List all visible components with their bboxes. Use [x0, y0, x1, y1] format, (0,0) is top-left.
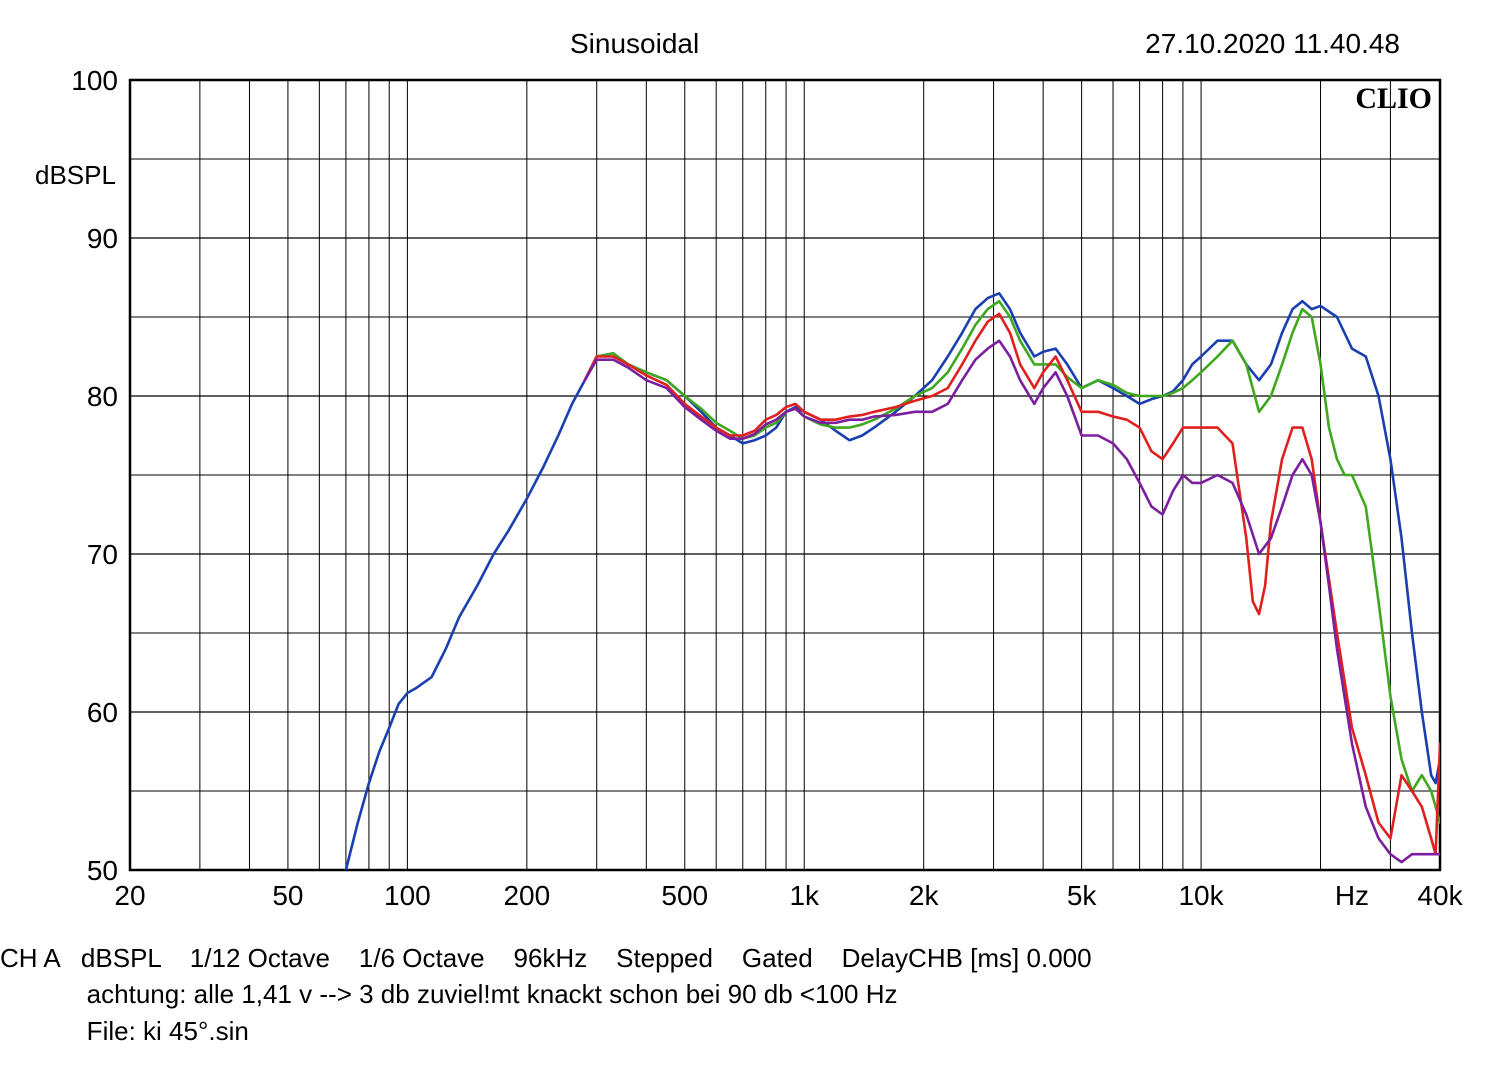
svg-text:40k: 40k: [1417, 880, 1463, 911]
footer-line-3: File: ki 45°.sin: [0, 1013, 1500, 1049]
svg-text:100: 100: [71, 65, 118, 96]
svg-text:2k: 2k: [909, 880, 940, 911]
svg-text:50: 50: [87, 855, 118, 886]
footer: CH A dBSPL 1/12 Octave 1/6 Octave 96kHz …: [0, 940, 1500, 1049]
svg-text:90: 90: [87, 223, 118, 254]
footer-line-1: CH A dBSPL 1/12 Octave 1/6 Octave 96kHz …: [0, 940, 1500, 976]
svg-text:dBSPL: dBSPL: [35, 160, 116, 190]
svg-text:200: 200: [503, 880, 550, 911]
brand-label: CLIO: [1355, 82, 1432, 115]
frequency-response-chart: 5060708090100dBSPL20501002005001k2k5k10k…: [0, 0, 1500, 930]
svg-text:500: 500: [661, 880, 708, 911]
svg-text:20: 20: [114, 880, 145, 911]
svg-text:60: 60: [87, 697, 118, 728]
footer-line-2: achtung: alle 1,41 v --> 3 db zuviel!mt …: [0, 976, 1500, 1012]
svg-text:80: 80: [87, 381, 118, 412]
svg-text:5k: 5k: [1067, 880, 1098, 911]
measurement-page: Sinusoidal 27.10.2020 11.40.48 506070809…: [0, 0, 1500, 1086]
svg-text:100: 100: [384, 880, 431, 911]
svg-text:Hz: Hz: [1335, 880, 1369, 911]
svg-text:50: 50: [272, 880, 303, 911]
svg-text:70: 70: [87, 539, 118, 570]
svg-text:10k: 10k: [1178, 880, 1224, 911]
series-green: [585, 301, 1440, 822]
svg-text:1k: 1k: [789, 880, 820, 911]
series-red: [585, 314, 1440, 854]
